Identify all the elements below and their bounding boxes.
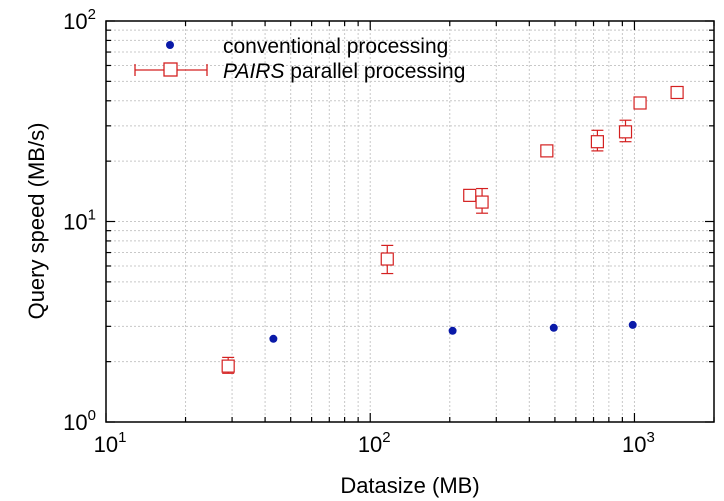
series-1 (221, 85, 684, 374)
point-conventional (549, 323, 558, 332)
y-tick-label-base: 10 (63, 410, 87, 435)
x-tick-label-base: 10 (622, 432, 646, 457)
point-pairs (463, 188, 477, 202)
point-conventional (269, 334, 278, 343)
y-axis-label: Query speed (MB/s) (24, 123, 49, 320)
x-axis-label: Datasize (MB) (340, 473, 479, 498)
series-layer (221, 85, 684, 374)
legend-marker-pairs (134, 62, 208, 77)
y-tick-label-exp: 2 (88, 6, 96, 23)
point-conventional (628, 320, 637, 329)
x-tick-label-exp: 1 (118, 429, 126, 446)
x-tick-label-exp: 2 (382, 429, 390, 446)
x-tick-label: 103 (622, 429, 655, 457)
point-pairs (475, 195, 489, 209)
legend: conventional processing PAIRS parallel p… (134, 35, 465, 83)
series-0 (269, 320, 637, 343)
point-pairs (618, 125, 633, 139)
axis-ticks (105, 20, 715, 423)
legend-marker-conventional (166, 41, 174, 49)
point-pairs (221, 359, 235, 373)
grid (106, 21, 714, 422)
y-tick-label: 101 (63, 207, 96, 235)
point-pairs (540, 144, 554, 158)
point-pairs (590, 135, 604, 149)
legend-label-pairs-italic: PAIRS (223, 60, 284, 83)
legend-label-conventional: conventional processing (223, 35, 448, 58)
x-tick-label-exp: 3 (647, 429, 655, 446)
y-tick-label-exp: 0 (88, 407, 96, 424)
x-tick-label-base: 10 (358, 432, 382, 457)
y-tick-label-exp: 1 (88, 207, 96, 224)
y-tick-label: 102 (63, 6, 96, 34)
y-tick-label: 100 (63, 407, 96, 435)
point-conventional (448, 326, 457, 335)
legend-label-pairs-rest: parallel processing (284, 60, 465, 83)
point-pairs (380, 252, 394, 266)
x-tick-label: 101 (94, 429, 127, 457)
point-pairs (670, 85, 684, 100)
point-pairs (633, 96, 647, 110)
legend-label-pairs: PAIRS parallel processing (223, 60, 465, 83)
y-tick-label-base: 10 (63, 210, 87, 235)
y-tick-label-base: 10 (63, 9, 87, 34)
x-tick-label-base: 10 (94, 432, 118, 457)
x-tick-label: 102 (358, 429, 391, 457)
